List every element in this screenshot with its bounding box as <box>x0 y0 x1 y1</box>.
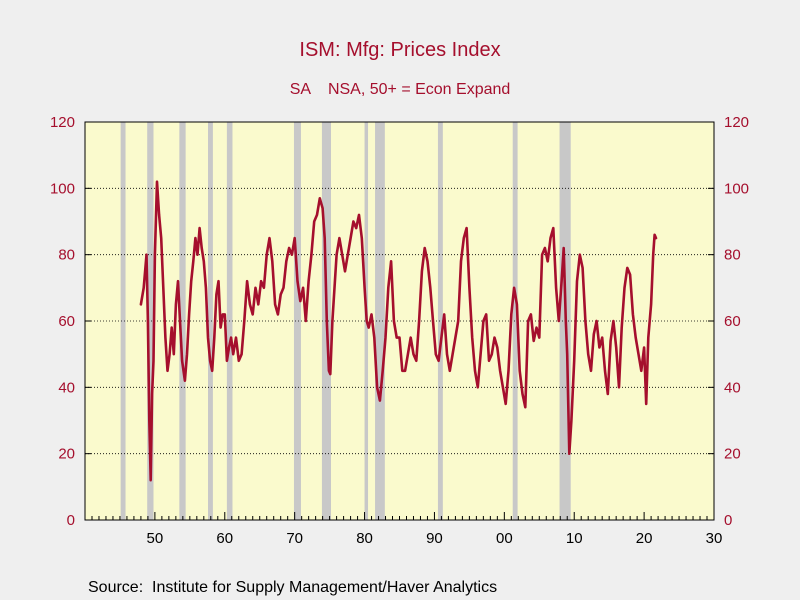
recession-band <box>179 122 186 520</box>
y-tick-label-right: 40 <box>724 379 741 396</box>
recession-band <box>293 122 301 520</box>
recession-band <box>147 122 154 520</box>
y-tick-label-right: 120 <box>724 114 749 131</box>
x-tick-label: 20 <box>636 530 653 547</box>
y-tick-label-left: 100 <box>50 180 75 197</box>
x-tick-label: 70 <box>286 530 303 547</box>
x-tick-label: 50 <box>147 530 164 547</box>
series-line-prices-index <box>139 180 658 482</box>
y-tick-label-left: 20 <box>58 446 75 463</box>
y-tick-label-left: 40 <box>58 379 75 396</box>
chart-title: ISM: Mfg: Prices Index <box>299 39 500 61</box>
chart-subtitle: SA NSA, 50+ = Econ Expand <box>290 81 511 98</box>
recession-band <box>512 122 518 520</box>
x-tick-label: 00 <box>496 530 513 547</box>
x-tick-label: 30 <box>706 530 723 547</box>
y-tick-label-right: 20 <box>724 446 741 463</box>
y-tick-label-right: 0 <box>724 512 732 529</box>
y-tick-label-right: 80 <box>724 247 741 264</box>
x-tick-label: 80 <box>356 530 373 547</box>
y-tick-label-right: 100 <box>724 180 749 197</box>
y-tick-label-right: 60 <box>724 313 741 330</box>
recession-band <box>208 122 213 520</box>
source-note: Source: Institute for Supply Management/… <box>88 579 497 596</box>
x-tick-label: 60 <box>216 530 233 547</box>
x-tick-label: 10 <box>566 530 583 547</box>
x-tick-label: 90 <box>426 530 443 547</box>
plot-frame <box>84 121 715 521</box>
y-tick-label-left: 80 <box>58 247 75 264</box>
y-tick-label-left: 60 <box>58 313 75 330</box>
recession-band <box>437 122 443 520</box>
recession-band <box>120 122 126 520</box>
y-tick-label-left: 0 <box>67 512 75 529</box>
y-tick-label-left: 120 <box>50 114 75 131</box>
